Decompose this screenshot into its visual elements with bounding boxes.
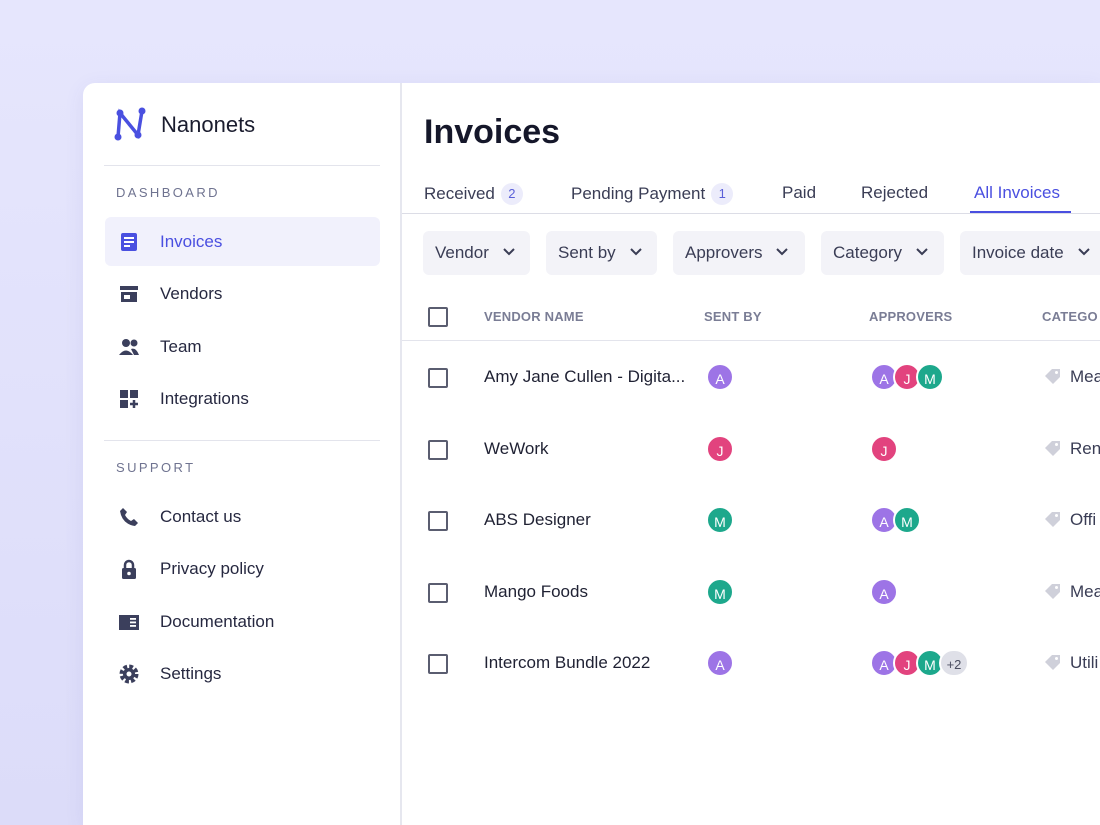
nav-icon — [118, 336, 140, 358]
divider — [104, 440, 380, 441]
nav-item[interactable]: Privacy policy — [160, 559, 264, 579]
tab[interactable]: Received 2 — [424, 183, 523, 205]
category-tag-icon — [1043, 511, 1063, 534]
section-title: SUPPORT — [116, 460, 196, 475]
nav-icon — [118, 388, 140, 410]
sidebar: Nanonets DASHBOARD Invoices Vendors Team Int… — [83, 83, 402, 825]
filter-label: Invoice date — [972, 243, 1064, 262]
approver-avatar: M — [916, 363, 944, 391]
filter-label: Vendor — [435, 243, 489, 262]
filter-dropdown[interactable]: Sent by — [546, 231, 657, 275]
vendor-name[interactable]: ABS Designer — [484, 510, 591, 529]
category: Utili — [1070, 653, 1099, 672]
category-tag-icon — [1043, 583, 1063, 606]
nav-item[interactable]: Invoices — [160, 232, 223, 251]
category: Ren — [1070, 438, 1100, 458]
approver-avatar: J — [893, 363, 921, 391]
category-tag-icon — [1043, 368, 1063, 391]
nav-item[interactable]: Settings — [160, 663, 222, 683]
vendor-name[interactable]: WeWork — [484, 438, 549, 458]
filter-dropdown[interactable]: Approvers — [673, 231, 805, 275]
tab-label: All Invoices — [974, 183, 1060, 202]
header-border — [402, 340, 1100, 341]
active-nav-highlight — [105, 217, 380, 266]
filter-dropdown[interactable]: Invoice date — [960, 231, 1100, 275]
filter-label: Approvers — [685, 243, 763, 262]
vendor-name[interactable]: Intercom Bundle 2022 — [484, 653, 651, 672]
approver-avatar: M — [893, 506, 921, 534]
tab-label: Received — [424, 184, 495, 203]
chevron — [629, 248, 642, 256]
nav-item[interactable]: Contact us — [160, 507, 242, 526]
nav-item[interactable]: Team — [160, 336, 202, 356]
vendor-name[interactable]: Mango Foods — [484, 581, 588, 601]
approver-avatar: J — [870, 434, 898, 463]
row-checkbox[interactable] — [428, 511, 448, 531]
nav-icon — [118, 283, 140, 305]
category: Mea — [1070, 581, 1100, 601]
row-checkbox[interactable] — [428, 654, 448, 674]
tab[interactable]: Pending Payment 1 — [571, 183, 734, 205]
brand-logo — [114, 107, 146, 141]
app-window: Nanonets DASHBOARD Invoices Vendors Team Int… — [83, 83, 1100, 825]
nav-icon — [118, 663, 140, 685]
column-header: CATEGO — [1042, 309, 1098, 324]
page-title: Invoices — [424, 113, 561, 151]
main-panel: Invoices Received 2 Pending Payment 1 Paid Re… — [402, 83, 1100, 825]
column-header: VENDOR NAME — [484, 309, 584, 324]
sender-avatar: J — [706, 434, 734, 463]
tab-count: 1 — [711, 183, 734, 205]
sender-avatar: A — [706, 363, 734, 391]
nav-icon — [118, 611, 140, 633]
nav-icon — [118, 231, 140, 253]
chevron — [503, 248, 515, 256]
category: Mea — [1070, 367, 1100, 386]
tab-label: Pending Payment — [571, 184, 706, 203]
tab-count: 2 — [500, 183, 523, 205]
sender-avatar: M — [706, 506, 734, 534]
nav-item[interactable]: Documentation — [160, 611, 275, 631]
filter-dropdown[interactable]: Vendor — [423, 231, 530, 275]
filter-label: Sent by — [558, 243, 616, 262]
column-header: SENT BY — [704, 309, 762, 324]
nav-icon — [118, 558, 140, 580]
approver-avatar: A — [870, 577, 898, 606]
vendor-name[interactable]: Amy Jane Cullen - Digita... — [484, 367, 686, 386]
tabs-border — [402, 213, 1100, 214]
select-all-checkbox[interactable] — [428, 307, 448, 327]
chevron — [1077, 248, 1090, 256]
filter-dropdown[interactable]: Category — [821, 231, 944, 275]
chevron — [916, 248, 928, 256]
tab-label: Paid — [782, 183, 817, 202]
sender-avatar: A — [706, 649, 734, 677]
nav-item[interactable]: Vendors — [160, 284, 223, 304]
nav-icon — [118, 506, 140, 528]
tab[interactable]: Rejected — [861, 183, 928, 203]
section-title: DASHBOARD — [116, 185, 220, 200]
row-checkbox[interactable] — [428, 368, 448, 388]
tab-label: Rejected — [861, 183, 929, 202]
chevron — [776, 248, 789, 256]
nav-item[interactable]: Integrations — [160, 388, 249, 408]
row-checkbox[interactable] — [428, 439, 448, 460]
row-checkbox[interactable] — [428, 582, 448, 603]
brand-name: Nanonets — [161, 112, 256, 137]
sender-avatar: M — [706, 577, 734, 606]
tab[interactable]: Paid — [782, 183, 816, 203]
category-tag-icon — [1043, 654, 1063, 677]
tab[interactable]: All Invoices — [974, 183, 1060, 203]
active-tab-underline — [970, 211, 1071, 213]
column-header: APPROVERS — [869, 309, 953, 324]
more-approvers: +2 — [939, 649, 969, 677]
divider — [104, 165, 380, 166]
category-tag-icon — [1043, 440, 1063, 463]
category: Offi — [1070, 510, 1097, 529]
filter-label: Category — [833, 243, 902, 262]
